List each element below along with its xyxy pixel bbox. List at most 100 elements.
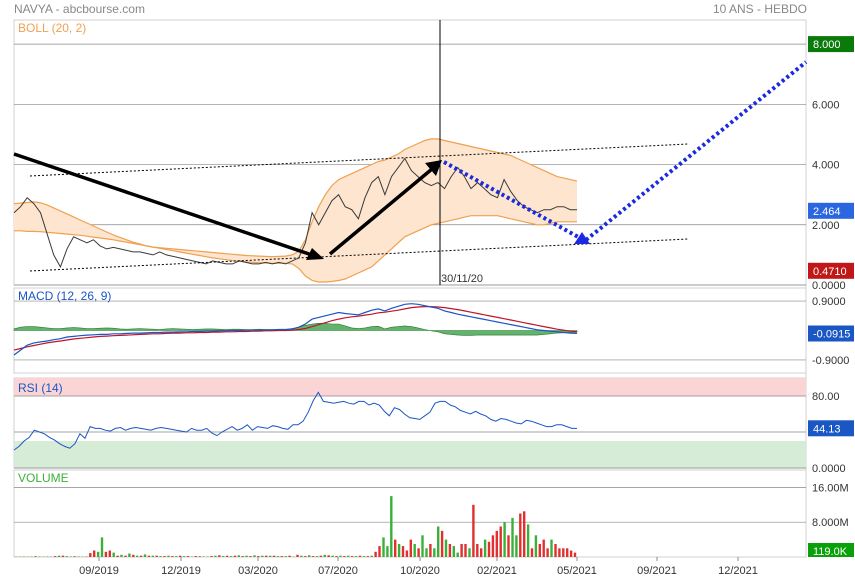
volume-badge-text: 119.0K [813, 546, 848, 558]
downtrend-arrow-head [306, 248, 324, 260]
volume-bar [401, 546, 405, 557]
volume-bar [61, 555, 65, 557]
volume-bar [421, 535, 424, 558]
volume-bar [417, 548, 420, 557]
chart-period: 10 ANS - HEBDO [712, 2, 807, 16]
volume-bar [304, 556, 307, 557]
price-y-tick-label: 0.0000 [812, 280, 846, 292]
volume-bar [272, 555, 276, 557]
volume-bar [265, 555, 268, 557]
x-tick-label: 05/2021 [557, 565, 597, 577]
price-line [13, 157, 577, 269]
macd-signal-line [13, 306, 578, 351]
forecast-up-line [584, 60, 808, 242]
rsi-y-tick-label: 0.0000 [812, 463, 846, 475]
price-badge-text: 2.464 [813, 206, 841, 218]
volume-bar [394, 539, 397, 557]
price-badge-text: 0.4710 [813, 266, 847, 278]
volume-bar [437, 526, 440, 557]
volume-bar [280, 556, 283, 557]
volume-bar [112, 552, 115, 557]
forecast-down-head [574, 232, 590, 244]
upper-channel-line [29, 143, 689, 177]
volume-bar [284, 556, 287, 557]
volume-bar [288, 555, 291, 557]
volume-bar [433, 548, 436, 557]
volume-legend: VOLUME [18, 471, 69, 485]
volume-bar [413, 544, 416, 557]
volume-bar [268, 555, 272, 557]
volume-bar [503, 522, 506, 557]
volume-bar [472, 504, 475, 557]
volume-bar [116, 555, 119, 557]
panel-backgrounds [13, 19, 807, 558]
x-tick-label: 09/2021 [637, 565, 677, 577]
volume-bar [139, 555, 143, 557]
price-badge [808, 36, 854, 53]
volume-bar [186, 556, 190, 557]
volume-bar [93, 550, 96, 557]
date-annotation: 30/11/20 [441, 273, 483, 285]
volume-bar [222, 556, 225, 557]
volume-bar [456, 552, 459, 557]
volume-bar [300, 555, 303, 557]
volume-bar [229, 556, 233, 557]
volume-bar [566, 548, 569, 557]
volume-bar [100, 537, 104, 557]
volume-bar [460, 544, 463, 557]
uptrend-arrow-line [328, 167, 434, 256]
volume-bar [34, 556, 37, 557]
volume-bar [495, 530, 498, 557]
price-badge [808, 262, 854, 279]
volume-bar [245, 555, 248, 557]
volume-bar [311, 556, 315, 557]
volume-bar [194, 556, 197, 557]
volume-bar [405, 550, 409, 557]
volume-bar [343, 556, 346, 557]
value-badges: 8.000 2.464 0.4710 -0.0915 44.13 119.0K [808, 36, 854, 558]
volume-bar [89, 553, 92, 557]
volume-y-tick-label: 16.00M [812, 482, 849, 494]
volume-bar [362, 556, 366, 557]
rsi-badge [808, 420, 854, 437]
volume-bar [327, 555, 330, 557]
volume-bar [468, 548, 471, 557]
volume-bar [104, 551, 108, 557]
rsi-line [13, 391, 577, 451]
volume-bar [57, 555, 61, 557]
rsi-badge-text: 44.13 [813, 423, 841, 435]
volume-bar [562, 548, 565, 557]
macd-badge-text: -0.0915 [813, 329, 850, 341]
volume-badge [808, 543, 854, 557]
volume-bar [378, 546, 381, 557]
volume-bar [155, 555, 158, 557]
volume-bar [542, 539, 545, 557]
x-tick-label: 12/2021 [718, 565, 758, 577]
volume-bar [331, 555, 334, 557]
volume-bar [507, 535, 510, 558]
rsi-overbought-zone [14, 378, 806, 396]
volume-bar [554, 544, 557, 557]
volume-bar [511, 517, 514, 557]
volume-bar [386, 546, 389, 557]
volume-bar [237, 555, 240, 557]
volume-bar [257, 556, 260, 557]
volume-bar [526, 524, 530, 557]
volume-bar [151, 555, 154, 557]
x-tick-label: 09/2019 [79, 565, 119, 577]
volume-bar [534, 535, 538, 558]
volume-bar [425, 548, 428, 557]
chart-title: NAVYA - abcbourse.com [14, 2, 145, 16]
volume-bar [124, 555, 127, 557]
price-y-tick-label: 6.000 [812, 99, 840, 111]
volume-bar [382, 537, 385, 557]
volume-bar [335, 556, 338, 557]
bollinger-upper-line [13, 138, 578, 258]
x-tick-label: 03/2020 [238, 565, 278, 577]
volume-bar [143, 554, 147, 557]
volume-bar [546, 548, 549, 557]
volume-bar [347, 555, 350, 557]
volume-bar [175, 556, 178, 557]
volume-bar [225, 555, 229, 557]
